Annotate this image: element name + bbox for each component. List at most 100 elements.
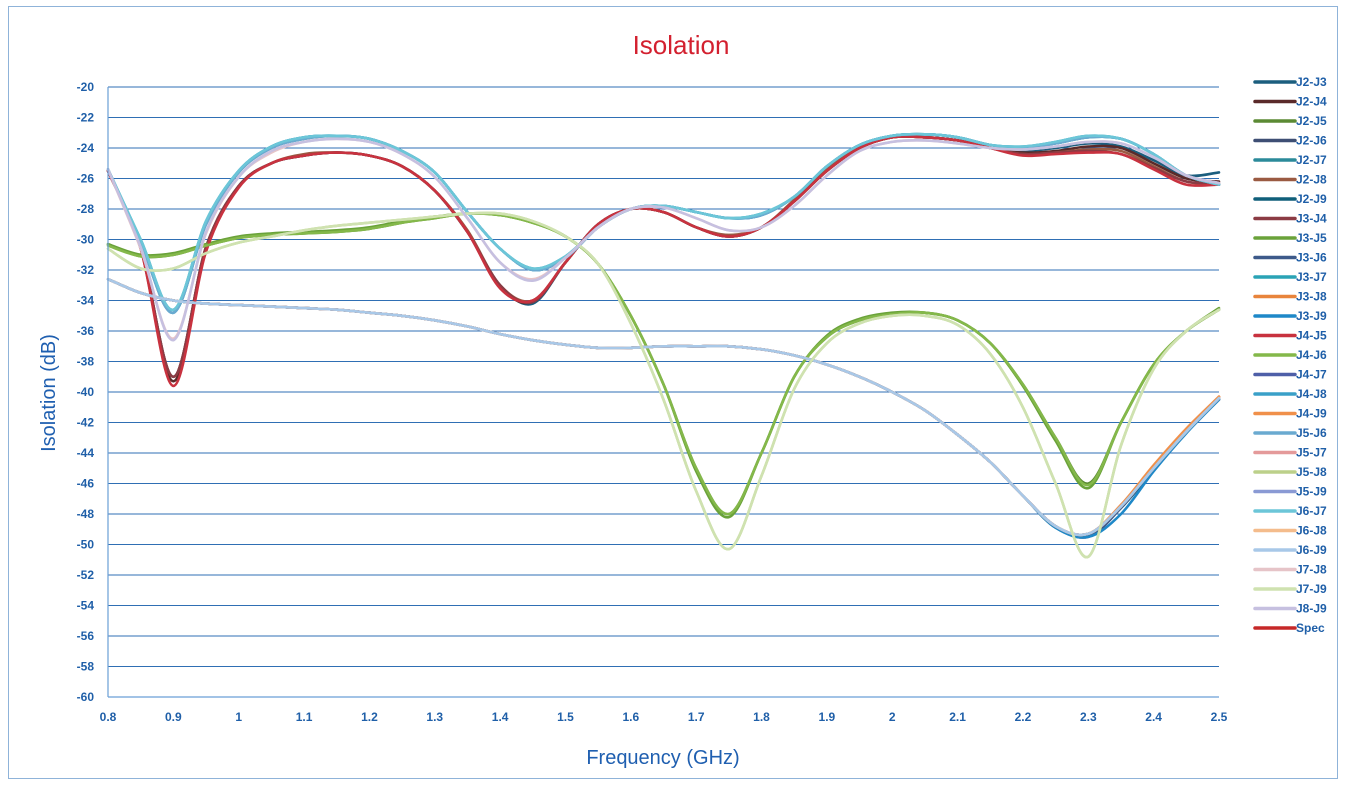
y-tick-label: -42 (77, 416, 95, 430)
legend-item: J5-J7 (1253, 446, 1327, 460)
x-tick-label: 1.6 (622, 710, 639, 724)
series-line-j3-j4 (106, 135, 1221, 379)
legend-item: J6-J8 (1253, 524, 1327, 538)
x-tick-label: 1.5 (557, 710, 574, 724)
legend-item: Spec (1253, 621, 1325, 635)
y-tick-label: -30 (77, 233, 95, 247)
legend-item: J3-J4 (1253, 212, 1327, 226)
y-tick-label: -58 (77, 660, 95, 674)
x-tick-label: 0.9 (165, 710, 182, 724)
series-line-j3-j5 (106, 212, 1221, 519)
legend-label: J4-J5 (1296, 329, 1327, 343)
series-line-j4-j9 (106, 277, 1221, 537)
y-tick-label: -44 (77, 446, 95, 460)
y-tick-label: -52 (77, 568, 95, 582)
isolation-chart: Isolation -20 -22 -24 -26 -28 -30 -32 -34 -36 -38… (38, 30, 1327, 769)
legend-item: J7-J9 (1253, 582, 1327, 596)
y-tick-label: -22 (77, 111, 95, 125)
series-line-j2-j8 (106, 135, 1221, 379)
series-line-j5-j9 (106, 277, 1221, 537)
legend-label: J3-J4 (1296, 212, 1327, 226)
y-tick-label: -56 (77, 629, 95, 643)
legend-item: J4-J9 (1253, 407, 1327, 421)
x-tick-label: 2.4 (1145, 710, 1162, 724)
legend-item: J2-J3 (1253, 75, 1327, 89)
y-tick-label: -34 (77, 294, 95, 308)
series-line-j7-j8 (106, 137, 1221, 340)
legend-item: J3-J6 (1253, 251, 1327, 265)
legend-label: J5-J7 (1296, 446, 1327, 460)
x-tick-label: 2.5 (1211, 710, 1228, 724)
legend-item: J4-J7 (1253, 368, 1327, 382)
legend-label: J7-J8 (1296, 563, 1327, 577)
x-tick-label: 2.2 (1015, 710, 1032, 724)
y-tick-label: -24 (77, 141, 95, 155)
legend-label: J2-J7 (1296, 153, 1327, 167)
series-line-j6-j9 (106, 277, 1221, 537)
legend-item: J3-J5 (1253, 231, 1327, 245)
series-line-j2-j9 (106, 277, 1221, 538)
x-tick-label: 0.8 (100, 710, 117, 724)
legend-item: J7-J8 (1253, 563, 1327, 577)
y-tick-label: -26 (77, 172, 95, 186)
chart-title: Isolation (633, 30, 730, 60)
grid-layer (108, 86, 1219, 698)
legend-item: J2-J4 (1253, 95, 1327, 109)
y-tick-label: -40 (77, 385, 95, 399)
series-line-j2-j6 (106, 277, 1221, 537)
legend-label: J4-J9 (1296, 407, 1327, 421)
y-tick-label: -32 (77, 263, 95, 277)
legend-item: J5-J6 (1253, 426, 1327, 440)
legend-label: J5-J9 (1296, 485, 1327, 499)
legend-label: J2-J6 (1296, 134, 1327, 148)
legend-label: J4-J6 (1296, 348, 1327, 362)
y-tick-label: -46 (77, 477, 95, 491)
legend-label: J8-J9 (1296, 602, 1327, 616)
legend-label: J5-J8 (1296, 465, 1327, 479)
legend-item: J3-J7 (1253, 270, 1327, 284)
legend-label: J6-J8 (1296, 524, 1327, 538)
x-tick-label: 1.8 (753, 710, 770, 724)
legend-label: J3-J5 (1296, 231, 1327, 245)
legend-label: J2-J3 (1296, 75, 1327, 89)
legend-label: J2-J9 (1296, 192, 1327, 206)
legend-label: J5-J6 (1296, 426, 1327, 440)
series-line-j6-j8 (106, 277, 1221, 537)
y-tick-label: -48 (77, 507, 95, 521)
series-line-j4-j5 (106, 135, 1221, 388)
legend-label: J3-J9 (1296, 309, 1327, 323)
legend-item: J6-J7 (1253, 504, 1327, 518)
y-tick-label: -38 (77, 355, 95, 369)
y-tick-label: -50 (77, 538, 95, 552)
x-tick-label: 1 (235, 710, 242, 724)
series-layer (106, 132, 1221, 559)
legend: J2-J3 J2-J4 J2-J5 J2-J6 J2-J7 J2-J8 J2-J9 J3-J4… (1253, 75, 1327, 635)
legend-label: J7-J9 (1296, 582, 1327, 596)
legend-item: J4-J6 (1253, 348, 1327, 362)
legend-item: J2-J6 (1253, 134, 1327, 148)
x-tick-label: 2.3 (1080, 710, 1097, 724)
x-tick-label: 1.9 (819, 710, 836, 724)
series-line-j3-j6 (106, 277, 1221, 539)
legend-label: J6-J7 (1296, 504, 1327, 518)
series-line-j4-j7 (106, 277, 1221, 537)
x-axis-title: Frequency (GHz) (586, 747, 739, 769)
legend-label: Spec (1296, 621, 1325, 635)
series-line-j8-j9 (106, 137, 1221, 342)
chart-frame: Isolation -20 -22 -24 -26 -28 -30 -32 -34 -36 -38… (8, 6, 1338, 779)
legend-item: J3-J8 (1253, 290, 1327, 304)
y-tick-label: -60 (77, 690, 95, 704)
y-tick-label: -28 (77, 202, 95, 216)
series-line-j2-j5 (106, 212, 1221, 516)
series-line-j2-j4 (106, 135, 1221, 383)
legend-item: J2-J5 (1253, 114, 1327, 128)
x-tick-label: 1.1 (296, 710, 313, 724)
legend-label: J3-J8 (1296, 290, 1327, 304)
legend-item: J3-J9 (1253, 309, 1327, 323)
legend-label: J6-J9 (1296, 543, 1327, 557)
legend-item: J4-J8 (1253, 387, 1327, 401)
legend-label: J2-J4 (1296, 95, 1327, 109)
y-tick-label: -36 (77, 324, 95, 338)
series-line-j2-j3 (106, 135, 1221, 379)
legend-item: J4-J5 (1253, 329, 1327, 343)
